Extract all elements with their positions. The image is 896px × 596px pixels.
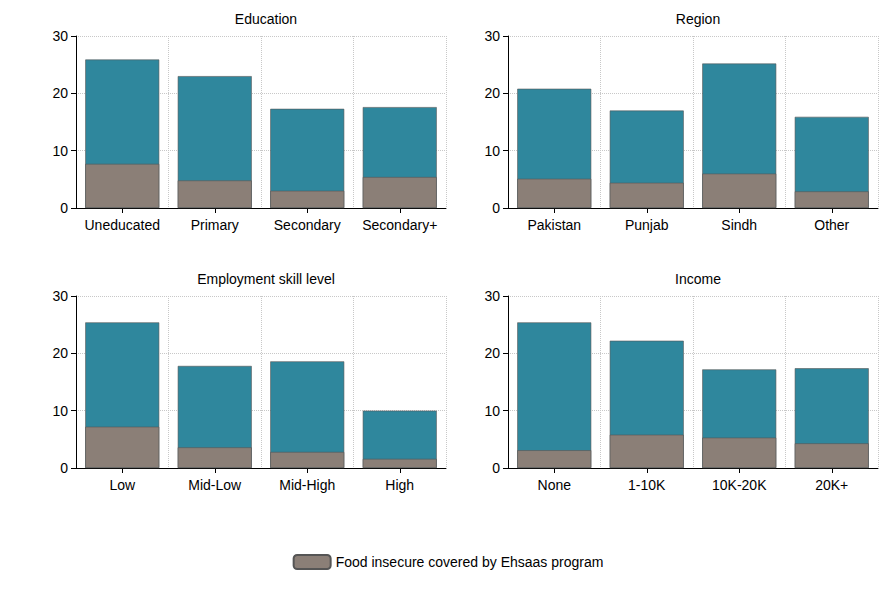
svg-text:Secondary+: Secondary+: [362, 217, 437, 233]
svg-text:Employment skill level: Employment skill level: [197, 271, 335, 287]
svg-text:20: 20: [484, 345, 500, 361]
svg-text:0: 0: [492, 200, 500, 216]
svg-text:Region: Region: [676, 11, 720, 27]
svg-text:Mid-Low: Mid-Low: [188, 477, 242, 493]
svg-text:Food insecure covered by Ehsaa: Food insecure covered by Ehsaas program: [336, 554, 604, 570]
svg-text:30: 30: [52, 28, 68, 44]
svg-text:Punjab: Punjab: [625, 217, 669, 233]
svg-text:Secondary: Secondary: [274, 217, 341, 233]
svg-text:20: 20: [484, 85, 500, 101]
svg-text:10: 10: [52, 403, 68, 419]
svg-text:10: 10: [484, 143, 500, 159]
svg-text:Other: Other: [814, 217, 849, 233]
svg-text:30: 30: [484, 28, 500, 44]
svg-text:0: 0: [492, 460, 500, 476]
svg-text:Income: Income: [675, 271, 721, 287]
svg-text:Low: Low: [109, 477, 136, 493]
svg-text:20K+: 20K+: [815, 477, 848, 493]
svg-text:Mid-High: Mid-High: [279, 477, 335, 493]
svg-text:None: None: [538, 477, 572, 493]
svg-text:Uneducated: Uneducated: [84, 217, 160, 233]
svg-text:10: 10: [52, 143, 68, 159]
svg-text:20: 20: [52, 345, 68, 361]
svg-text:Sindh: Sindh: [721, 217, 757, 233]
svg-text:0: 0: [60, 200, 68, 216]
svg-text:Primary: Primary: [191, 217, 239, 233]
svg-text:30: 30: [484, 288, 500, 304]
svg-text:High: High: [385, 477, 414, 493]
svg-text:0: 0: [60, 460, 68, 476]
svg-text:1-10K: 1-10K: [628, 477, 666, 493]
svg-text:Pakistan: Pakistan: [527, 217, 581, 233]
svg-text:10K-20K: 10K-20K: [712, 477, 767, 493]
svg-text:10: 10: [484, 403, 500, 419]
svg-text:30: 30: [52, 288, 68, 304]
svg-text:Education: Education: [235, 11, 297, 27]
svg-text:20: 20: [52, 85, 68, 101]
